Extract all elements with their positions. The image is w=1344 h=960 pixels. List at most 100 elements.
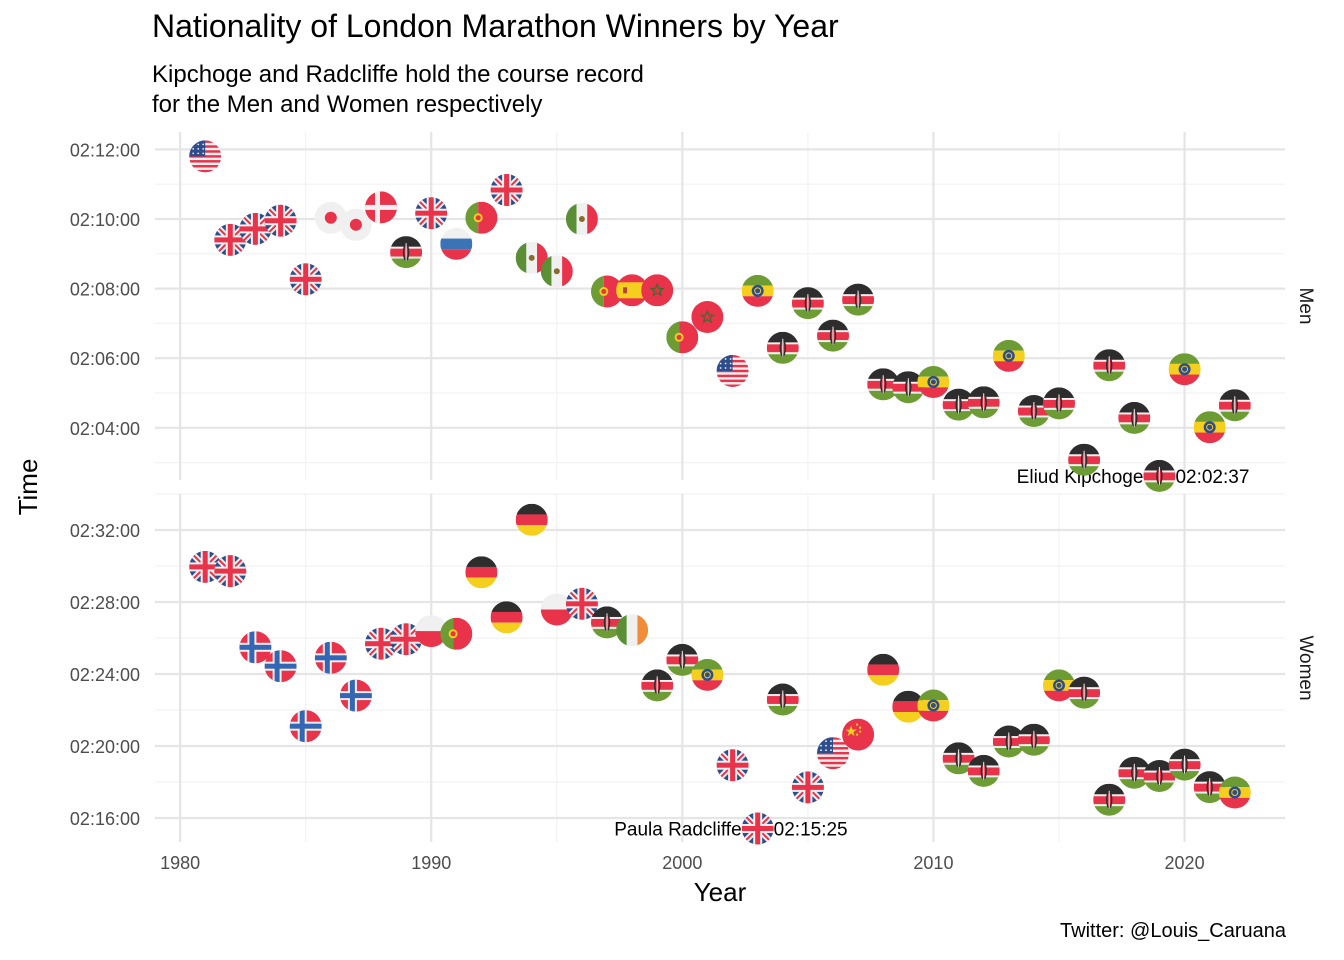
flag-point-ger — [490, 601, 523, 634]
flag-point-por — [666, 321, 699, 354]
flag-point-eth — [917, 366, 950, 398]
flag-point-rus — [440, 227, 473, 260]
flag-point-ken — [1143, 760, 1176, 792]
flag-point-gbr — [415, 197, 448, 230]
flag-point-eth — [741, 274, 774, 307]
flag-fill — [691, 301, 724, 333]
flag-point-gbr — [214, 555, 247, 588]
flag-point-ken — [817, 319, 849, 352]
flag-fill — [440, 227, 473, 260]
flag-fill — [465, 556, 498, 589]
flag-point-por — [440, 617, 473, 650]
flag-point-ger — [892, 690, 925, 723]
flag-point-eth — [992, 339, 1025, 372]
flag-point-ger — [465, 556, 498, 589]
flag-fill — [490, 601, 523, 634]
flag-point-usa — [189, 140, 222, 173]
flag-fill — [1118, 756, 1151, 789]
flag-point-gbr — [264, 204, 297, 237]
flag-fill — [239, 631, 272, 664]
flag-fill — [967, 386, 1000, 419]
flag-fill — [189, 140, 222, 173]
flag-point-gbr — [741, 812, 774, 845]
flag-point-ken — [967, 386, 1000, 419]
flag-point-pol — [540, 593, 573, 626]
subtitle-line-1: Kipchoge and Radcliffe hold the course r… — [152, 61, 644, 88]
facet-strip-label: Men — [1295, 288, 1316, 325]
flag-fill — [565, 587, 598, 620]
flag-point-ken — [390, 236, 423, 269]
flag-point-gbr — [289, 263, 322, 296]
flag-point-ken — [1118, 401, 1151, 434]
y-tick-label: 02:16:00 — [70, 809, 140, 829]
flag-fill — [741, 274, 774, 307]
flag-point-gbr — [716, 749, 749, 782]
flag-point-mar — [691, 301, 724, 333]
flag-fill — [867, 653, 900, 686]
flag-point-ken — [867, 368, 900, 401]
flag-fill — [791, 771, 824, 804]
flag-fill — [666, 321, 699, 354]
flag-fill — [942, 742, 975, 775]
flag-point-nor — [264, 650, 297, 683]
flag-fill — [917, 689, 950, 722]
flag-fill — [917, 366, 950, 398]
flag-fill — [189, 550, 222, 583]
record-holder-name: Eliud Kipchoge — [1017, 467, 1144, 488]
flag-point-ken — [1218, 389, 1251, 422]
flag-point-ken — [666, 643, 699, 676]
flag-fill — [691, 658, 724, 691]
flag-fill — [415, 615, 448, 648]
flag-fill — [1218, 776, 1251, 809]
flag-point-mar — [641, 274, 674, 307]
flag-point-gbr — [791, 771, 824, 804]
flag-point-eth — [917, 689, 950, 722]
flag-fill — [967, 754, 1000, 787]
flag-point-ger — [515, 503, 548, 536]
chart-caption: Twitter: @Louis_Caruana — [1060, 920, 1286, 942]
flag-point-ken — [942, 388, 975, 421]
flag-fill — [1068, 443, 1101, 476]
flag-fill — [1193, 411, 1226, 444]
flag-fill — [616, 614, 649, 647]
flag-point-gbr — [239, 212, 272, 245]
flag-fill — [1017, 395, 1050, 427]
flag-point-por — [465, 201, 498, 234]
flag-point-ger — [867, 653, 900, 686]
y-tick-label: 02:06:00 — [70, 349, 140, 369]
x-tick-label: 1980 — [160, 853, 200, 873]
flag-fill — [440, 617, 473, 650]
flag-point-ken — [1093, 783, 1126, 816]
flag-fill — [1118, 401, 1151, 434]
flag-fill — [314, 641, 347, 674]
flag-fill — [791, 287, 824, 320]
flag-fill — [766, 683, 799, 716]
subtitle-line-2: for the Men and Women respectively — [152, 91, 543, 118]
record-holder-name: Paula Radcliffe — [614, 820, 741, 841]
flag-point-nor — [289, 710, 322, 743]
flag-fill — [666, 643, 699, 676]
flag-point-eth — [1043, 669, 1075, 702]
flag-fill — [817, 319, 849, 352]
x-tick-label: 2020 — [1165, 853, 1205, 873]
flag-point-pol — [415, 615, 448, 648]
flag-fill — [390, 623, 423, 656]
flag-point-irl — [616, 614, 649, 647]
x-axis-title: Year — [694, 877, 747, 907]
y-tick-label: 02:20:00 — [70, 737, 140, 757]
flag-point-mex — [565, 203, 598, 235]
flag-fill — [1017, 723, 1050, 756]
flag-point-gbr — [390, 623, 423, 656]
flag-fill — [591, 606, 623, 639]
flag-fill — [942, 388, 975, 421]
flag-fill — [339, 679, 372, 712]
flag-fill — [465, 201, 498, 234]
flag-point-ken — [942, 742, 975, 775]
flag-point-ken — [892, 371, 925, 404]
flag-fill — [1093, 349, 1126, 382]
flag-fill — [892, 371, 925, 404]
flag-point-ken — [791, 287, 824, 320]
y-axis-title: Time — [13, 459, 43, 516]
flag-point-ken — [1168, 748, 1201, 781]
flag-fill — [892, 690, 925, 723]
